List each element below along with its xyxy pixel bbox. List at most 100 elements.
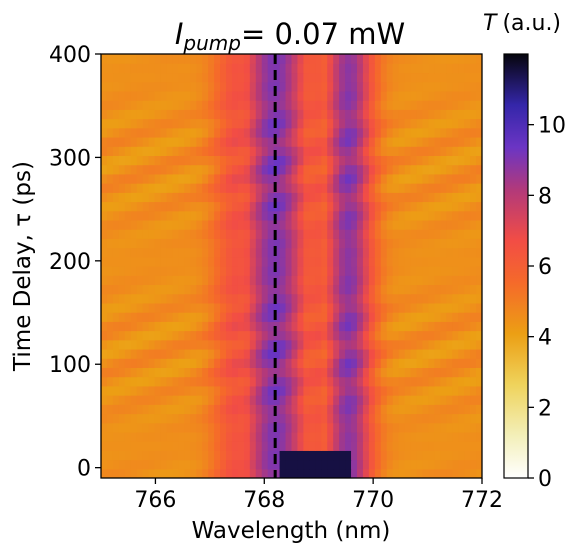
heatmap-cell — [291, 173, 299, 184]
heatmap-cell — [446, 90, 453, 101]
heatmap-cell — [154, 118, 162, 129]
heatmap-cell — [315, 238, 322, 249]
heatmap-cell — [172, 183, 179, 193]
heatmap-cell — [333, 109, 340, 120]
heatmap-cell — [368, 201, 376, 212]
y-tick-label: 300 — [49, 146, 91, 171]
heatmap-cell — [124, 284, 132, 295]
heatmap-cell — [285, 413, 293, 424]
heatmap-cell — [214, 330, 221, 341]
heatmap-cell — [237, 146, 245, 156]
heatmap-cell — [255, 54, 263, 64]
heatmap-cell — [339, 146, 346, 156]
heatmap-cell — [351, 136, 358, 147]
heatmap-cell — [392, 339, 400, 350]
heatmap-cell — [345, 468, 352, 478]
heatmap-cell — [464, 136, 471, 147]
heatmap-cell — [279, 385, 287, 396]
heatmap-cell — [160, 275, 168, 286]
heatmap-cell — [309, 238, 316, 249]
heatmap-cell — [464, 348, 471, 359]
heatmap-cell — [428, 238, 435, 249]
heatmap-cell — [190, 90, 197, 101]
heatmap-cell — [279, 266, 287, 276]
heatmap-cell — [112, 358, 120, 368]
heatmap-cell — [362, 201, 370, 212]
heatmap-cell — [458, 395, 465, 405]
heatmap-cell — [374, 155, 382, 166]
heatmap-cell — [226, 468, 233, 478]
heatmap-cell — [214, 441, 221, 451]
heatmap-cell — [196, 247, 203, 258]
heatmap-cell — [190, 395, 197, 405]
heatmap-cell — [345, 164, 352, 175]
heatmap-cell — [380, 146, 388, 156]
heatmap-cell — [434, 256, 441, 267]
heatmap-cell — [368, 210, 376, 221]
heatmap-cell — [160, 367, 168, 378]
heatmap-cell — [172, 210, 179, 221]
heatmap-cell — [237, 210, 245, 221]
heatmap-cell — [327, 210, 334, 221]
heatmap-cell — [130, 275, 138, 286]
heatmap-cell — [285, 302, 293, 313]
heatmap-cell — [398, 302, 406, 313]
heatmap-cell — [374, 164, 382, 175]
heatmap-cell — [208, 256, 215, 267]
heatmap-cell — [214, 293, 221, 304]
heatmap-cell — [190, 266, 197, 276]
heatmap-cell — [249, 146, 257, 156]
heatmap-cell — [362, 413, 370, 424]
heatmap-cell — [386, 293, 394, 304]
heatmap-cell — [422, 192, 430, 203]
heatmap-cell — [172, 155, 179, 166]
heatmap-cell — [220, 321, 227, 332]
heatmap-cell — [374, 339, 382, 350]
heatmap-cell — [249, 395, 257, 405]
heatmap-cell — [368, 339, 376, 350]
heatmap-cell — [220, 312, 227, 322]
heatmap-cell — [345, 376, 352, 387]
heatmap-cell — [398, 395, 406, 405]
heatmap-cell — [160, 155, 168, 166]
heatmap-cell — [148, 183, 156, 193]
heatmap-cell — [166, 367, 174, 378]
heatmap-cell — [267, 247, 275, 258]
heatmap-cell — [273, 330, 281, 341]
heatmap-cell — [374, 395, 382, 405]
heatmap-cell — [160, 100, 168, 110]
heatmap-cell — [273, 192, 281, 203]
heatmap-cell — [345, 431, 352, 442]
heatmap-cell — [142, 109, 150, 120]
heatmap-cell — [101, 155, 108, 166]
heatmap-cell — [392, 127, 400, 138]
heatmap-cell — [380, 81, 388, 92]
heatmap-cell — [470, 376, 477, 387]
heatmap-cell — [297, 192, 305, 203]
heatmap-cell — [452, 321, 459, 332]
heatmap-cell — [106, 90, 114, 101]
heatmap-cell — [321, 450, 328, 461]
heatmap-cell — [130, 192, 138, 203]
heatmap-cell — [303, 385, 310, 396]
heatmap-cell — [285, 155, 293, 166]
heatmap-cell — [106, 358, 114, 368]
heatmap-cell — [339, 312, 346, 322]
heatmap-cell — [333, 431, 340, 442]
heatmap-cell — [470, 109, 477, 120]
heatmap-cell — [345, 404, 352, 415]
heatmap-cell — [452, 441, 459, 451]
heatmap-cell — [184, 422, 191, 433]
heatmap-cell — [106, 155, 114, 166]
heatmap-cell — [351, 63, 358, 74]
heatmap-cell — [178, 459, 185, 470]
heatmap-cell — [124, 54, 132, 64]
heatmap-cell — [440, 413, 447, 424]
heatmap-cell — [434, 385, 441, 396]
heatmap-cell — [208, 395, 215, 405]
heatmap-cell — [362, 155, 370, 166]
heatmap-cell — [476, 367, 482, 378]
heatmap-cell — [464, 100, 471, 110]
heatmap-cell — [220, 395, 227, 405]
heatmap-cell — [231, 312, 239, 322]
